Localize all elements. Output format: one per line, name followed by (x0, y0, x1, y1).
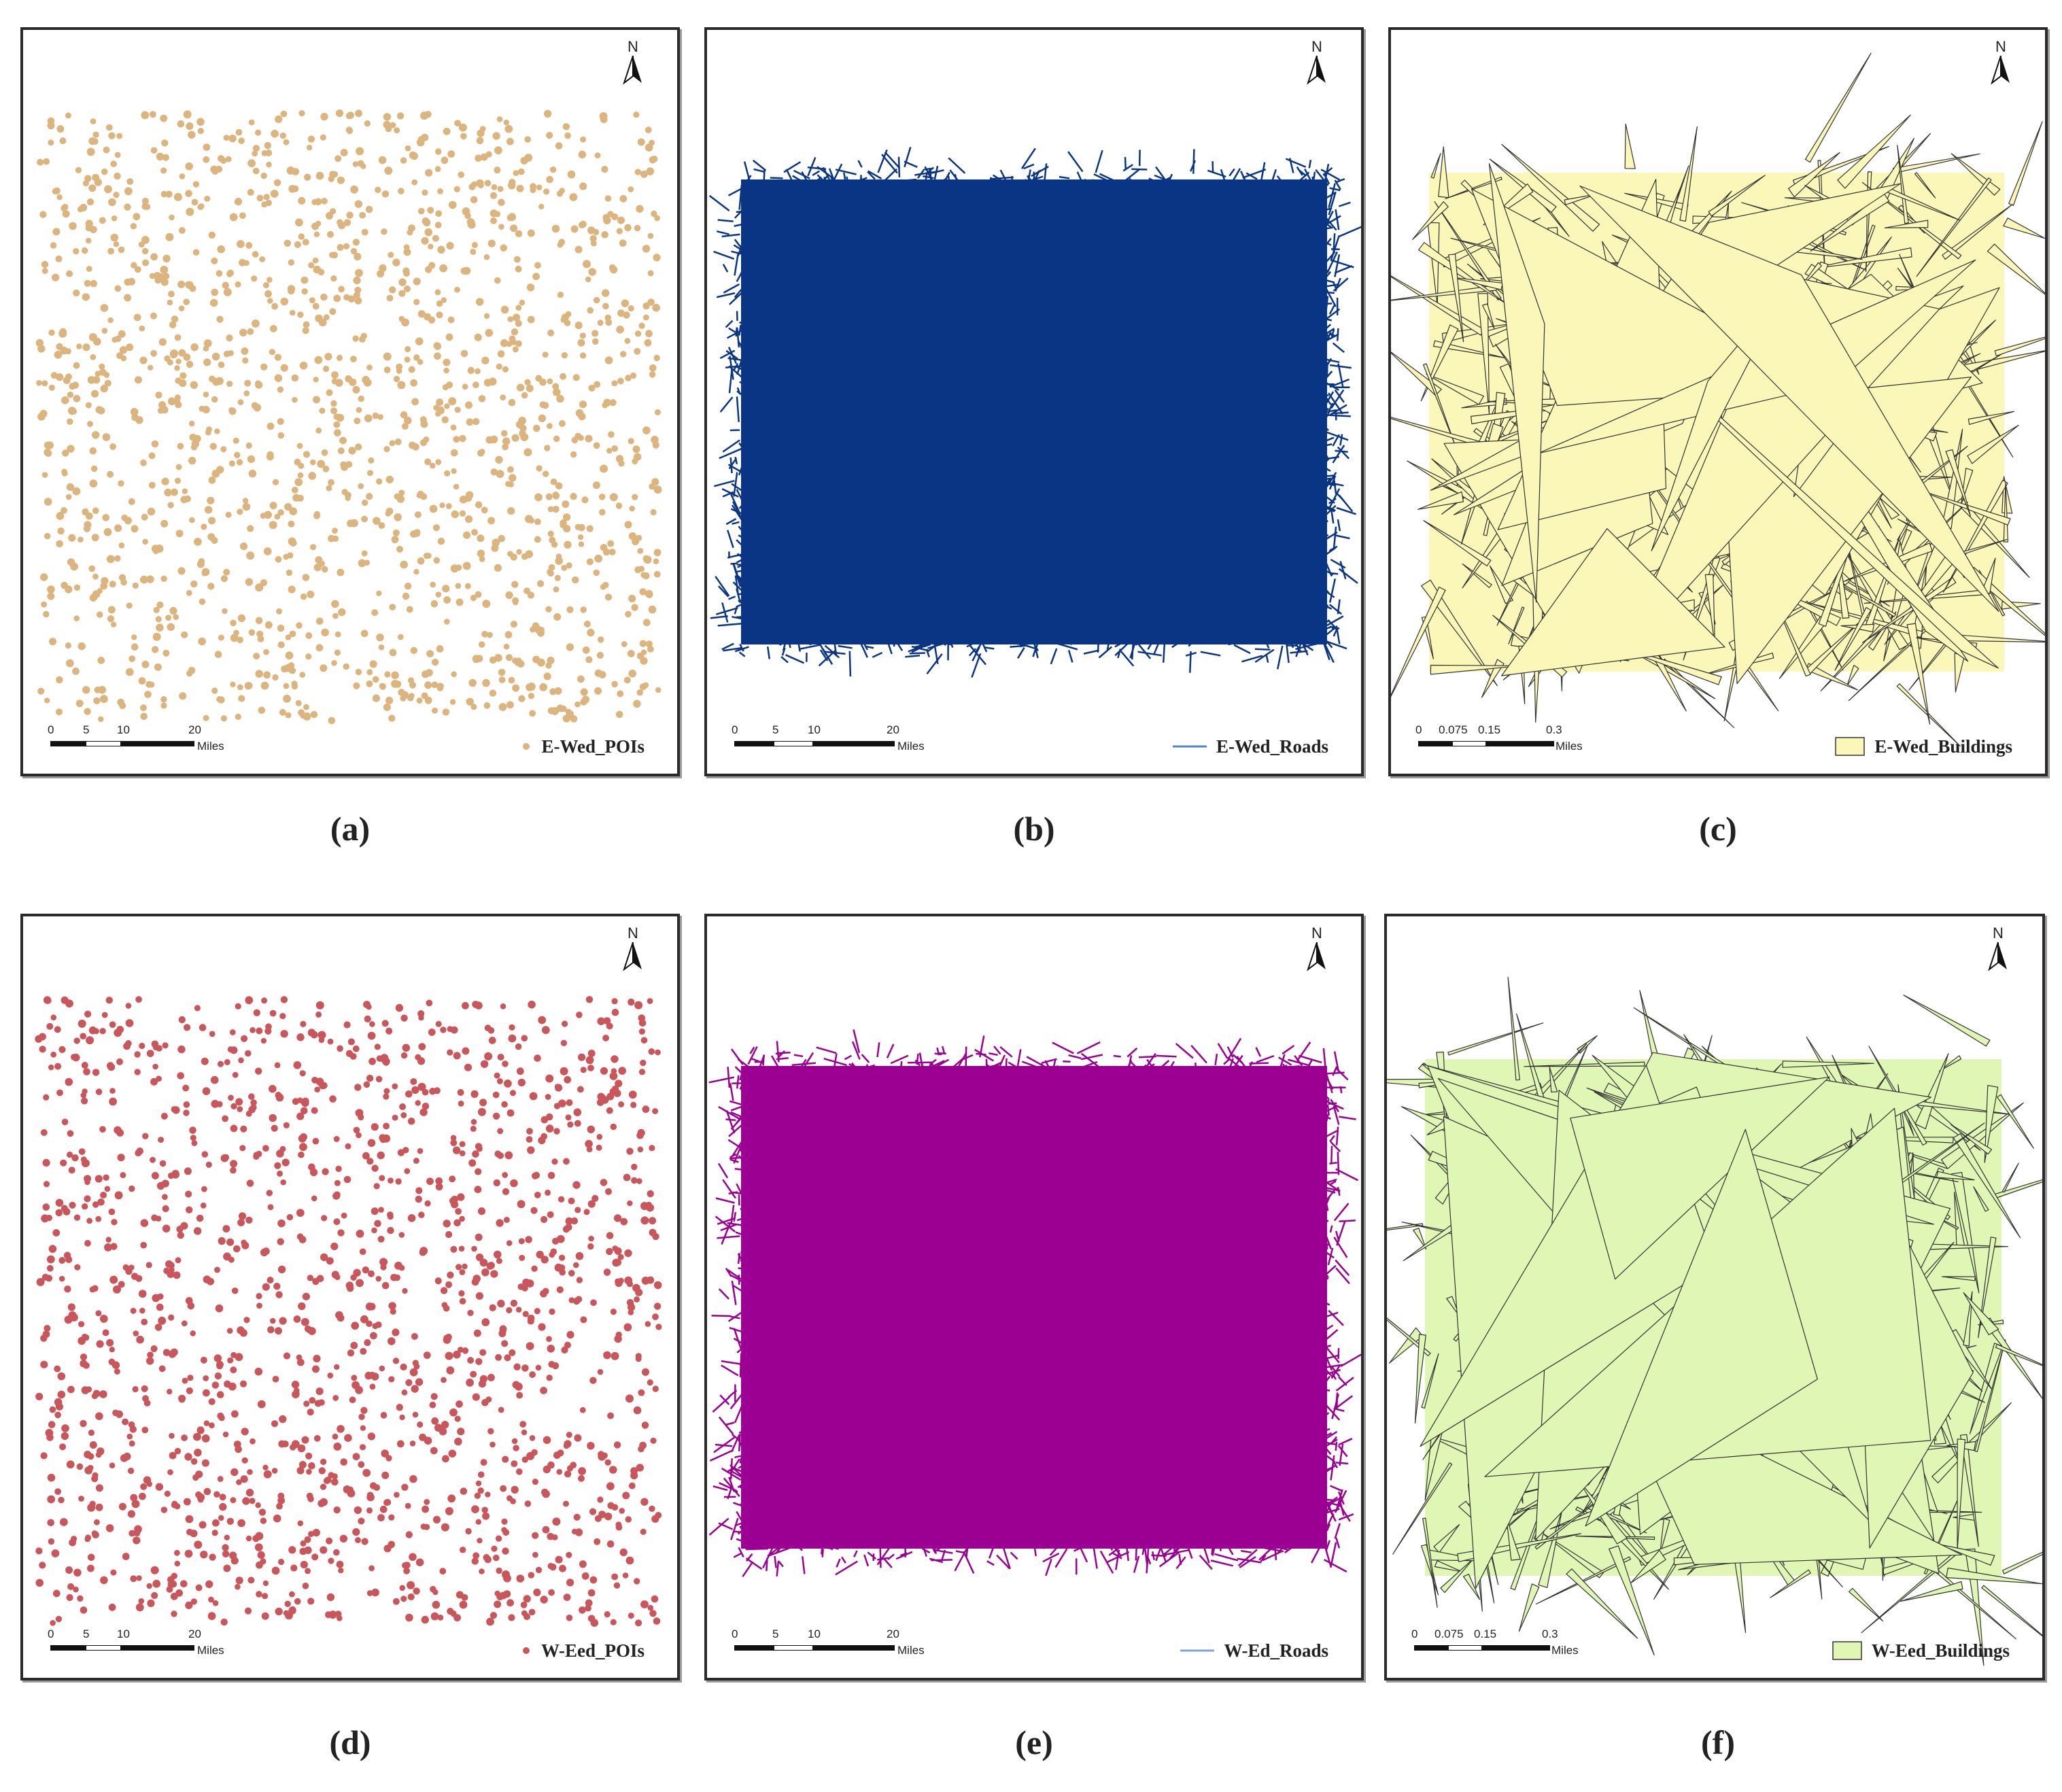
buildings-map-layer (1391, 52, 2045, 747)
map-panel-d: N 0 5 10 20 Miles W-Eed_POIs (20, 914, 680, 1681)
legend-line-symbol (1180, 1649, 1215, 1652)
north-arrow-icon (1307, 55, 1326, 84)
scale-unit: Miles (1556, 740, 1583, 753)
north-arrow: N (1981, 926, 2015, 971)
north-arrow: N (1300, 926, 1334, 971)
legend-label: W-Ed_Roads (1224, 1640, 1328, 1661)
buildings-map-layer (1387, 976, 2042, 1666)
scale-tick: 0 (1411, 1627, 1418, 1640)
legend-polygon-symbol (1832, 1641, 1862, 1660)
scale-tick: 0 (732, 723, 738, 736)
scale-tick: 20 (887, 1627, 899, 1640)
legend-point-symbol (523, 743, 530, 750)
north-arrow: N (616, 39, 650, 84)
map-panel-f: N 0 0.075 0.15 0.3 Miles W-Eed_Buildings (1384, 914, 2045, 1681)
legend: E-Wed_POIs (521, 734, 645, 759)
panel-caption-b: (b) (1013, 810, 1055, 848)
scale-bar: 0 0.075 0.15 0.3 Miles (1415, 723, 1704, 757)
panel-caption-e: (e) (1015, 1723, 1053, 1761)
scale-bar: 0 5 10 20 Miles (732, 1627, 1020, 1661)
map-panel-a: N 0 5 10 20 Miles E-Wed_POIs (20, 27, 680, 776)
scale-tick: 20 (188, 1627, 201, 1640)
scale-tick: 0 (48, 1627, 54, 1640)
scale-tick: 0 (48, 723, 54, 736)
north-label: N (1995, 38, 2006, 55)
scale-tick: 0.15 (1474, 1627, 1497, 1640)
scale-tick: 0.075 (1439, 723, 1468, 736)
scale-unit: Miles (1551, 1644, 1579, 1657)
poi-map-layer (35, 109, 662, 725)
scale-tick: 0.15 (1478, 723, 1501, 736)
scale-tick: 20 (188, 723, 201, 736)
scale-tick: 5 (772, 723, 779, 736)
scale-bar: 0 0.075 0.15 0.3 Miles (1411, 1627, 1700, 1661)
scale-unit: Miles (197, 1644, 224, 1657)
legend-polygon-symbol (1835, 737, 1866, 756)
roads-map-layer (708, 1029, 1361, 1577)
legend-point-symbol (522, 1647, 530, 1654)
map-panel-e: N 0 5 10 20 Miles W-Ed_Roads (704, 914, 1364, 1681)
panel-caption-d: (d) (329, 1723, 371, 1761)
north-arrow: N (1984, 39, 2018, 84)
legend-label: E-Wed_Buildings (1874, 736, 2012, 757)
building-polygons (1387, 976, 2042, 1666)
scale-bar: 0 5 10 20 Miles (48, 723, 336, 757)
north-label: N (1311, 38, 1322, 55)
legend: E-Wed_Roads (1172, 734, 1328, 759)
scale-unit: Miles (897, 740, 925, 753)
scale-unit: Miles (897, 1644, 925, 1657)
scale-tick: 0.075 (1434, 1627, 1464, 1640)
scale-tick: 10 (117, 1627, 130, 1640)
poi-points (35, 996, 662, 1627)
scale-tick: 0 (732, 1627, 738, 1640)
north-arrow: N (616, 926, 650, 971)
map-panel-c: N 0 0.075 0.15 0.3 Miles E-Wed_Buildings (1388, 27, 2048, 776)
poi-points (35, 109, 662, 725)
scale-tick: 10 (808, 1627, 821, 1640)
legend-label: W-Eed_Buildings (1871, 1640, 2010, 1661)
legend-label: W-Eed_POIs (540, 1640, 645, 1661)
roads-map-layer (708, 147, 1361, 678)
scale-bar: 0 5 10 20 Miles (732, 723, 1020, 757)
road-network (708, 147, 1361, 678)
north-arrow-icon (623, 942, 642, 971)
scale-bar: 0 5 10 20 Miles (48, 1627, 336, 1661)
panel-caption-c: (c) (1699, 810, 1737, 848)
legend-label: E-Wed_Roads (1216, 736, 1328, 757)
north-label: N (628, 925, 638, 942)
poi-map-layer (35, 996, 662, 1627)
scale-tick: 10 (117, 723, 130, 736)
scale-unit: Miles (197, 740, 224, 753)
north-label: N (1993, 925, 2004, 942)
scale-tick: 0.3 (1546, 723, 1562, 736)
scale-tick: 0 (1415, 723, 1422, 736)
north-arrow-icon (1307, 942, 1326, 971)
scale-tick: 20 (887, 723, 899, 736)
north-label: N (628, 38, 638, 55)
panel-caption-f: (f) (1701, 1723, 1735, 1761)
scale-tick: 5 (83, 1627, 90, 1640)
north-arrow: N (1300, 39, 1334, 84)
north-arrow-icon (1988, 942, 2007, 971)
legend: W-Eed_POIs (521, 1638, 645, 1663)
scale-tick: 0.3 (1542, 1627, 1558, 1640)
legend-line-symbol (1172, 745, 1207, 748)
north-arrow-icon (623, 55, 642, 84)
legend: E-Wed_Buildings (1835, 734, 2012, 759)
map-panel-b: N 0 5 10 20 Miles E-Wed_Roads (704, 27, 1364, 776)
panel-caption-a: (a) (330, 810, 371, 848)
building-polygons (1391, 52, 2045, 747)
road-network (708, 1029, 1361, 1577)
scale-tick: 10 (808, 723, 821, 736)
legend: W-Ed_Roads (1180, 1638, 1328, 1663)
scale-tick: 5 (772, 1627, 779, 1640)
north-arrow-icon (1991, 55, 2010, 84)
north-label: N (1311, 925, 1322, 942)
legend: W-Eed_Buildings (1832, 1638, 2010, 1663)
scale-tick: 5 (83, 723, 90, 736)
legend-label: E-Wed_POIs (541, 736, 645, 757)
